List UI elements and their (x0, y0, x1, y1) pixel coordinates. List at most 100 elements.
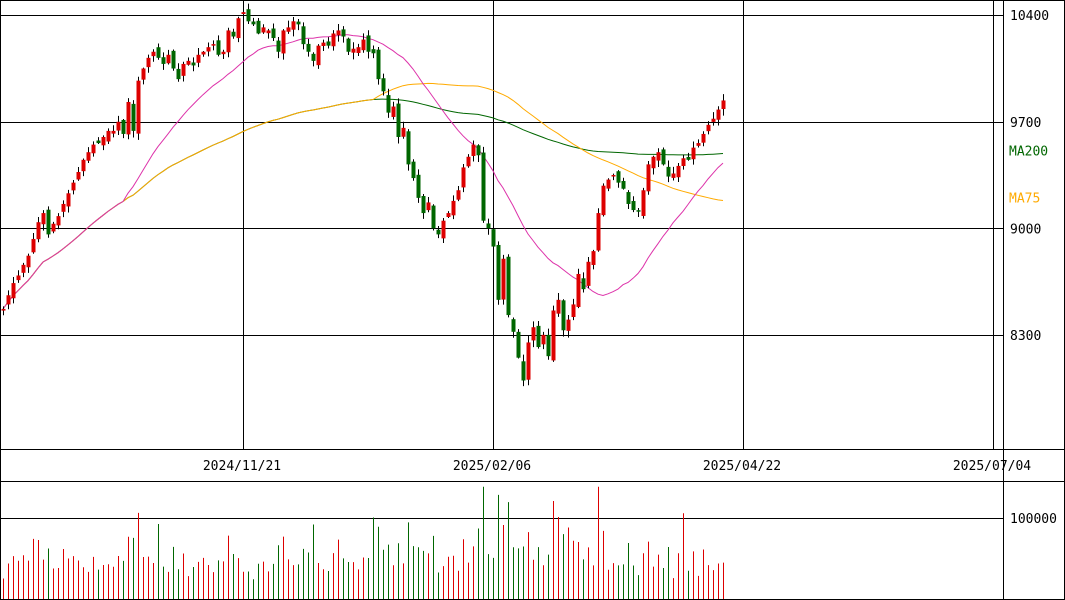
candle-body (471, 144, 476, 156)
candle-body (611, 175, 616, 177)
candle-body (201, 51, 206, 55)
candle-body (286, 27, 291, 32)
date-tick-label: 2025/02/06 (453, 459, 531, 474)
candle-body (426, 202, 431, 211)
candle-body (521, 361, 526, 381)
candle-body (461, 167, 466, 188)
candle-body (616, 171, 621, 183)
candle-body (91, 144, 96, 154)
candle-body (566, 319, 571, 331)
candle-body (481, 152, 486, 221)
price-axis: 8300 9000 9700 10400 (1010, 9, 1049, 344)
candle-body (586, 261, 591, 286)
candle-body (141, 68, 146, 80)
candle-body (721, 100, 726, 110)
candle-body (231, 31, 236, 37)
ma200-label: MA200 (1009, 145, 1048, 160)
candle-body (51, 223, 56, 232)
candle-body (676, 165, 681, 178)
candle-body (406, 131, 411, 165)
candle-body (306, 43, 311, 52)
candle-body (16, 275, 21, 281)
candle-body (361, 39, 366, 51)
candle-body (101, 136, 106, 146)
candle-body (416, 174, 421, 198)
candle-body (221, 51, 226, 55)
candle-body (486, 223, 491, 229)
candle-body (556, 299, 561, 314)
candle-body (506, 256, 511, 316)
candle-body (411, 161, 416, 179)
candle-body (26, 255, 31, 268)
candle-body (46, 209, 51, 235)
candle-body (356, 47, 361, 53)
candle-body (331, 33, 336, 47)
price-grid (0, 0, 1003, 449)
candle-body (251, 21, 256, 25)
volume-axis: 100000 (1010, 512, 1057, 527)
price-tick-label: 9700 (1010, 116, 1041, 131)
candle-body (86, 152, 91, 161)
candle-body (266, 30, 271, 34)
candle-body (311, 53, 316, 61)
candle-body (66, 193, 71, 207)
price-tick-label: 9000 (1010, 222, 1041, 237)
candle-body (541, 334, 546, 345)
candle-body (656, 152, 661, 161)
candle-body (596, 213, 601, 251)
candle-body (11, 283, 16, 299)
candle-body (641, 190, 646, 216)
candle-body (581, 278, 586, 290)
candle-body (336, 30, 341, 36)
candle-body (156, 47, 161, 58)
candle-body (621, 181, 626, 189)
candle-body (6, 295, 11, 305)
candle-body (76, 171, 81, 180)
candle-body (226, 30, 231, 53)
volume-series (3, 486, 724, 600)
candle-body (686, 156, 691, 160)
candle-body (516, 331, 521, 358)
candle-body (691, 147, 696, 160)
candle-body (546, 334, 551, 357)
candle-body (36, 222, 41, 240)
candle-body (536, 325, 541, 348)
candle-body (291, 21, 296, 30)
candle-body (271, 28, 276, 39)
candle-body (591, 251, 596, 265)
candle-body (636, 210, 641, 212)
candle-body (491, 229, 496, 247)
candle-body (626, 192, 631, 204)
candle-body (176, 68, 181, 80)
candle-body (41, 213, 46, 225)
candle-body (31, 238, 36, 253)
candle-body (136, 80, 141, 134)
candle-body (256, 20, 261, 34)
candle-body (1, 308, 6, 311)
candle-body (186, 60, 191, 65)
candle-body (646, 164, 651, 192)
candle-body (441, 220, 446, 239)
candle-body (126, 101, 131, 135)
candle-body (456, 190, 461, 200)
candle-body (21, 264, 26, 273)
candle-body (476, 145, 481, 156)
candle-body (661, 149, 666, 165)
price-tick-label: 10400 (1010, 9, 1049, 24)
candle-body (236, 18, 241, 39)
candle-body (551, 310, 556, 361)
candle-body (146, 57, 151, 68)
candle-body (96, 140, 101, 144)
candle-body (326, 41, 331, 46)
candle-body (711, 118, 716, 122)
candle-body (296, 21, 301, 25)
candle-body (261, 27, 266, 33)
candle-body (396, 103, 401, 137)
candle-body (276, 40, 281, 52)
candle-body (191, 62, 196, 66)
candle-body (211, 44, 216, 46)
candle-body (351, 48, 356, 53)
candle-body (106, 130, 111, 142)
candle-body (421, 196, 426, 214)
